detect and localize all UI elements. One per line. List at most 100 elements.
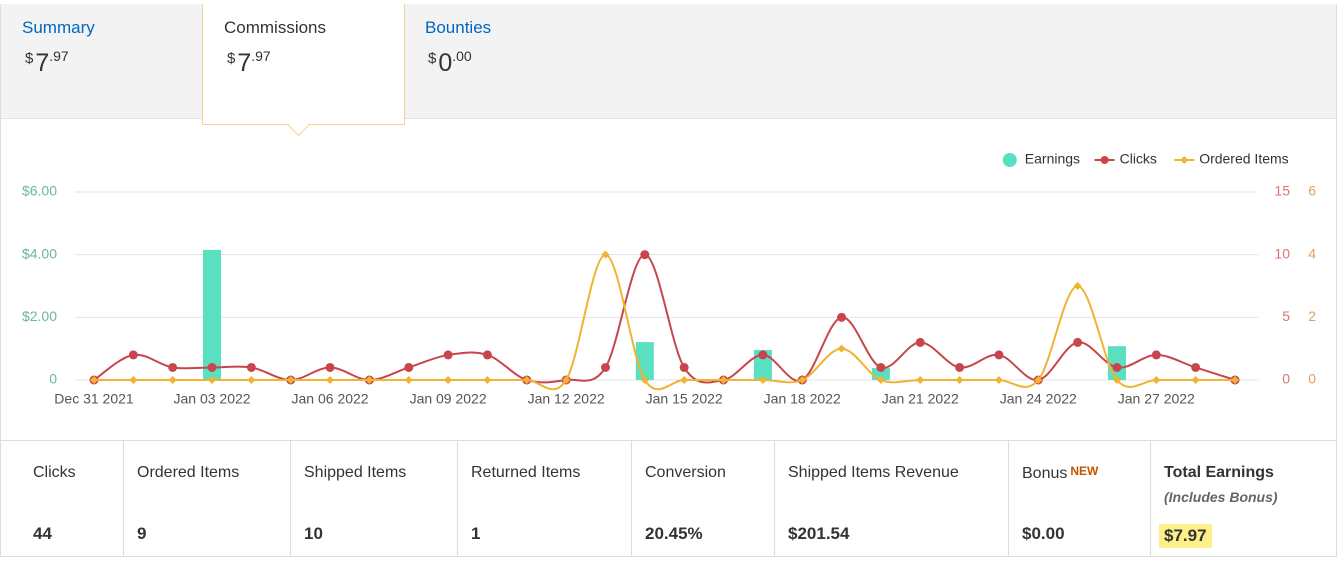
point [798,376,807,384]
y-tick-label: 0 [49,371,57,387]
currency: $ [227,50,236,67]
point [247,376,256,384]
point [680,376,689,384]
bar [753,349,772,380]
point [365,376,374,384]
chart: 0 $2.00 $4.00 $6.00 0 5 10 15 0 2 4 6 Dec 31 2021 Jan… [22,151,1316,407]
point [207,362,217,372]
legend-label: Earnings [1025,151,1080,167]
stat-value: $7.97 [1159,524,1212,548]
stat-value: $201.54 [788,524,850,543]
y-tick-label: 0 [1282,371,1290,387]
tab-amount: $0.00 [428,48,472,78]
tab-label[interactable]: Summary [22,18,95,37]
stat-label: Conversion [645,464,726,481]
stat-label: Shipped Items Revenue [788,464,959,481]
point [1151,350,1161,360]
amount-cents: .97 [49,48,69,64]
stats-row: Clicks 44 Ordered Items 9 Shipped Items 10 … [1,440,1336,557]
point [168,362,178,372]
x-tick-label: Jan 21 2022 [882,391,959,407]
point [719,376,728,384]
y-tick-label: 10 [1274,245,1290,261]
y-tick-label: $4.00 [22,245,57,261]
point [246,362,256,372]
x-tick-label: Jan 03 2022 [173,391,250,407]
legend-item[interactable]: Clicks [1094,151,1157,167]
tab[interactable]: Summary $7.97 [1,4,201,118]
point [483,376,492,384]
y-tick-label: $6.00 [22,183,57,199]
stat: Total Earnings (Includes Bonus) $7.97 [1150,441,1336,557]
y-tick-label: $2.00 [22,308,57,324]
point [1191,376,1200,384]
stat-value: 9 [137,524,147,543]
point [444,376,453,384]
currency: $ [428,50,437,67]
point [128,350,138,360]
y-tick-label: 4 [1308,245,1316,261]
legend-label: Ordered Items [1199,151,1288,167]
bar [871,368,890,380]
point [522,376,531,384]
point [640,250,650,260]
stat: Conversion 20.45% [631,441,774,557]
point [837,312,847,322]
point [955,376,964,384]
point [1191,362,1201,372]
stat: Returned Items 1 [457,441,631,557]
tab-active[interactable]: Commissions $7.97 [202,4,405,137]
point [443,350,453,360]
point [876,376,885,384]
stat: Shipped Items 10 [290,441,457,557]
tab[interactable]: Bounties $0.00 [404,4,604,118]
point [640,376,649,384]
legend-swatch [1180,156,1189,164]
stat-label: Returned Items [471,464,581,481]
point [876,362,886,372]
tab-label[interactable]: Commissions [224,18,327,37]
x-tick-label: Jan 15 2022 [646,391,723,407]
badge: NEW [1070,464,1099,478]
amount-cents: .00 [452,48,472,64]
y-tick-label: 6 [1308,183,1316,199]
x-tick-label: Jan 09 2022 [410,391,487,407]
point [1112,362,1122,372]
y-tick-label: 2 [1308,308,1316,324]
point [994,376,1003,384]
tab-label[interactable]: Bounties [425,18,492,37]
stat-value: 1 [471,524,481,543]
point [601,250,610,259]
x-tick-label: Jan 27 2022 [1118,391,1195,407]
stat-value: 20.45% [645,524,703,543]
point [129,376,138,384]
stat-note: (Includes Bonus) [1164,489,1278,505]
amount-whole: 0 [438,49,453,77]
point [916,376,925,384]
point [955,362,965,372]
x-tick-label: Dec 31 2021 [54,391,134,407]
stat: Ordered Items 9 [123,441,290,557]
point [168,376,177,384]
line [93,253,1236,384]
point [208,376,217,384]
legend-label: Clicks [1120,151,1157,167]
point [90,376,98,384]
tab-amount: $7.97 [227,48,271,78]
point [1073,337,1083,347]
point [1152,376,1161,384]
stat-label: Ordered Items [137,464,240,481]
y-tick-label: 0 [1308,371,1316,387]
legend-item[interactable]: Earnings [1002,151,1080,167]
dashboard: Summary $7.97 Commissions $7.97 Bounties… [0,4,1337,557]
x-tick-label: Jan 24 2022 [1000,391,1077,407]
x-tick-label: Jan 12 2022 [528,391,605,407]
stat: Clicks 44 [1,441,123,557]
stat-label: Total Earnings [1164,464,1274,481]
point [404,376,413,384]
point [915,337,925,347]
point [837,344,846,353]
point [758,376,767,384]
y-tick-label: 15 [1274,183,1290,199]
legend-item[interactable]: Ordered Items [1174,151,1289,167]
